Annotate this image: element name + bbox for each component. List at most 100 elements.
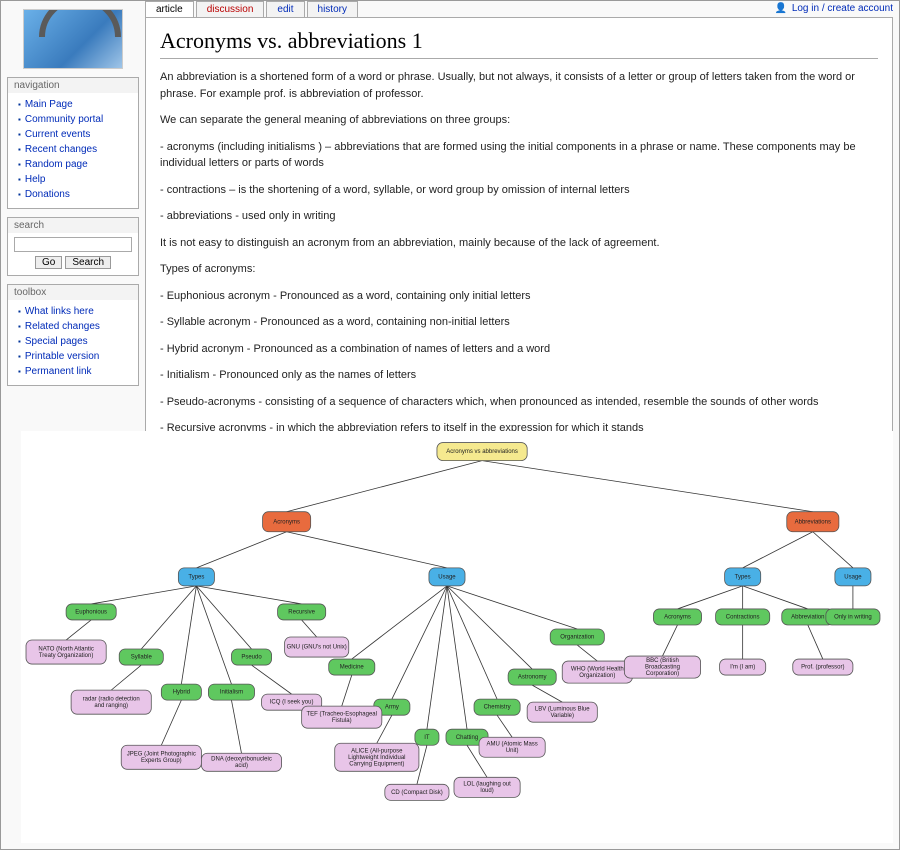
- svg-text:Usage: Usage: [438, 574, 456, 580]
- nav-item[interactable]: Current events: [25, 129, 91, 140]
- nav-box: navigation Main Page Community portal Cu…: [7, 77, 139, 209]
- svg-text:WHO (World Health: WHO (World Health: [571, 666, 624, 672]
- svg-text:Corporation): Corporation): [646, 671, 679, 677]
- svg-text:Organization: Organization: [560, 635, 594, 641]
- article-para: We can separate the general meaning of a…: [160, 112, 878, 129]
- search-input[interactable]: [14, 237, 132, 252]
- svg-text:I'm (I am): I'm (I am): [730, 665, 755, 671]
- svg-text:Contractions: Contractions: [726, 615, 760, 621]
- toolbox-item[interactable]: Related changes: [25, 321, 100, 332]
- toolbox-box: toolbox What links here Related changes …: [7, 284, 139, 386]
- svg-text:IT: IT: [424, 735, 430, 741]
- page-tabs: article discussion edit history: [145, 1, 360, 17]
- nav-item[interactable]: Random page: [25, 159, 88, 170]
- toolbox-item[interactable]: Printable version: [25, 351, 99, 362]
- user-icon: 👤: [775, 3, 787, 14]
- svg-text:ALICE (All-purpose: ALICE (All-purpose: [351, 748, 403, 754]
- go-button[interactable]: Go: [35, 256, 62, 269]
- svg-text:Broadcasting: Broadcasting: [645, 665, 680, 671]
- svg-text:CD (Compact Disk): CD (Compact Disk): [391, 790, 443, 796]
- svg-text:Abbreviations: Abbreviations: [795, 519, 831, 525]
- article-para: An abbreviation is a shortened form of a…: [160, 69, 878, 102]
- svg-text:Initialism: Initialism: [220, 690, 243, 696]
- svg-text:ICQ (I seek you): ICQ (I seek you): [270, 700, 314, 706]
- toolbox-heading: toolbox: [8, 285, 138, 300]
- svg-text:Hybrid: Hybrid: [173, 690, 190, 696]
- article-para: - Pseudo-acronyms - consisting of a sequ…: [160, 394, 878, 411]
- article-para: - Syllable acronym - Pronounced as a wor…: [160, 314, 878, 331]
- svg-text:GNU (GNU's not Unix): GNU (GNU's not Unix): [287, 645, 347, 651]
- svg-text:Recursive: Recursive: [288, 610, 315, 616]
- nav-heading: navigation: [8, 78, 138, 93]
- nav-item[interactable]: Community portal: [25, 114, 103, 125]
- svg-text:Acronyms: Acronyms: [273, 519, 300, 525]
- svg-text:Organization): Organization): [579, 673, 615, 679]
- article-para: - contractions – is the shortening of a …: [160, 182, 878, 199]
- article-para: - Initialism - Pronounced only as the na…: [160, 367, 878, 384]
- nav-item[interactable]: Donations: [25, 189, 70, 200]
- nav-item[interactable]: Main Page: [25, 99, 73, 110]
- svg-text:Army: Army: [385, 705, 399, 711]
- svg-text:Unit): Unit): [506, 748, 519, 754]
- toolbox-item[interactable]: Permanent link: [25, 366, 92, 377]
- svg-text:LBV (Luminous Blue: LBV (Luminous Blue: [535, 707, 590, 713]
- svg-text:Prof. (professor): Prof. (professor): [801, 665, 844, 671]
- tab-discussion[interactable]: discussion: [196, 1, 265, 17]
- svg-text:loud): loud): [480, 788, 493, 794]
- svg-text:Carrying Equipment): Carrying Equipment): [349, 761, 404, 767]
- svg-text:AMU (Atomic Mass: AMU (Atomic Mass: [486, 742, 537, 748]
- nav-item[interactable]: Help: [25, 174, 46, 185]
- svg-text:Types: Types: [188, 574, 204, 580]
- page-title: Acronyms vs. abbreviations 1: [160, 28, 878, 59]
- svg-text:Fistula): Fistula): [332, 718, 352, 724]
- search-box: search Go Search: [7, 217, 139, 276]
- article-para: Types of acronyms:: [160, 261, 878, 278]
- svg-text:Variable): Variable): [550, 713, 574, 719]
- svg-text:Experts Group): Experts Group): [141, 758, 182, 764]
- svg-text:acid): acid): [235, 763, 248, 769]
- svg-text:JPEG (Joint Photographic: JPEG (Joint Photographic: [127, 752, 196, 758]
- sidebar: navigation Main Page Community portal Cu…: [7, 9, 139, 394]
- toolbox-item[interactable]: Special pages: [25, 336, 88, 347]
- toolbox-item[interactable]: What links here: [25, 306, 94, 317]
- svg-text:Types: Types: [735, 574, 751, 580]
- login-link[interactable]: Log in / create account: [792, 3, 893, 14]
- svg-text:TEF (Tracheo-Esophageal: TEF (Tracheo-Esophageal: [306, 712, 376, 718]
- article-para: It is not easy to distinguish an acronym…: [160, 235, 878, 252]
- svg-text:Acronyms vs abbreviations: Acronyms vs abbreviations: [446, 449, 518, 455]
- svg-text:Euphonious: Euphonious: [75, 610, 107, 616]
- tab-edit[interactable]: edit: [266, 1, 304, 17]
- svg-text:Abbreviation: Abbreviation: [791, 615, 824, 621]
- article-para: - acronyms (including initialisms ) – ab…: [160, 139, 878, 172]
- article-para: - abbreviations - used only in writing: [160, 208, 878, 225]
- mindmap-svg: Acronyms vs abbreviations Acronyms Abbrevi…: [21, 431, 893, 843]
- svg-text:Usage: Usage: [844, 574, 862, 580]
- svg-text:Syllable: Syllable: [131, 655, 153, 661]
- svg-text:Pseudo: Pseudo: [241, 655, 262, 661]
- svg-text:Lightweight Individual: Lightweight Individual: [348, 755, 405, 761]
- svg-text:LOL (laughing out: LOL (laughing out: [463, 782, 511, 788]
- svg-text:Only in writing: Only in writing: [834, 615, 872, 621]
- nav-list: Main Page Community portal Current event…: [14, 97, 132, 202]
- nav-item[interactable]: Recent changes: [25, 144, 97, 155]
- tab-article[interactable]: article: [145, 1, 194, 17]
- svg-text:NATO (North Atlantic: NATO (North Atlantic: [38, 646, 93, 652]
- search-heading: search: [8, 218, 138, 233]
- svg-text:Medicine: Medicine: [340, 665, 365, 671]
- svg-text:radar (radio detection: radar (radio detection: [83, 696, 140, 702]
- toolbox-list: What links here Related changes Special …: [14, 304, 132, 379]
- article-para: - Euphonious acronym - Pronounced as a w…: [160, 288, 878, 305]
- svg-text:Treaty Organization): Treaty Organization): [39, 653, 93, 659]
- svg-text:Chemistry: Chemistry: [484, 705, 511, 711]
- site-logo[interactable]: [23, 9, 123, 69]
- search-button[interactable]: Search: [65, 256, 111, 269]
- top-bar: 👤 Log in / create account: [775, 3, 893, 14]
- svg-text:BBC (British: BBC (British: [646, 658, 679, 664]
- article-content: Acronyms vs. abbreviations 1 An abbrevia…: [145, 17, 893, 501]
- tab-history[interactable]: history: [307, 1, 358, 17]
- svg-text:Acronyms: Acronyms: [664, 615, 691, 621]
- svg-text:Astronomy: Astronomy: [518, 675, 547, 681]
- mind-map: Acronyms vs abbreviations Acronyms Abbrevi…: [21, 431, 893, 843]
- svg-text:and ranging): and ranging): [94, 703, 128, 709]
- svg-text:Chatting: Chatting: [456, 735, 478, 741]
